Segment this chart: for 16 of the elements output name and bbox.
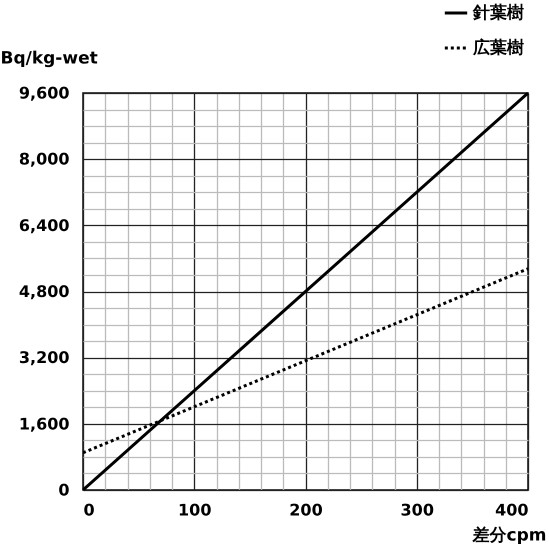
y-tick-label: 8,000 (18, 150, 70, 169)
y-tick-label: 9,600 (18, 84, 70, 102)
x-tick-label: 0 (84, 500, 95, 520)
y-tick-label: 3,200 (18, 348, 70, 368)
x-tick-label: 400 (495, 500, 528, 520)
x-tick-label: 200 (289, 500, 323, 520)
legend-label: 針葉樹 (472, 3, 524, 23)
y-tick-label: 4,800 (18, 282, 70, 301)
x-tick-label: 300 (400, 500, 434, 520)
y-tick-label: 6,400 (18, 216, 70, 235)
x-axis-title: 差分cpm (472, 526, 546, 546)
y-tick-label: 1,600 (18, 414, 70, 434)
y-axis-title: Bq/kg-wet (0, 48, 98, 68)
legend-label: 広葉樹 (472, 38, 524, 58)
y-tick-label: 0 (58, 480, 70, 500)
x-tick-label: 100 (178, 500, 212, 520)
